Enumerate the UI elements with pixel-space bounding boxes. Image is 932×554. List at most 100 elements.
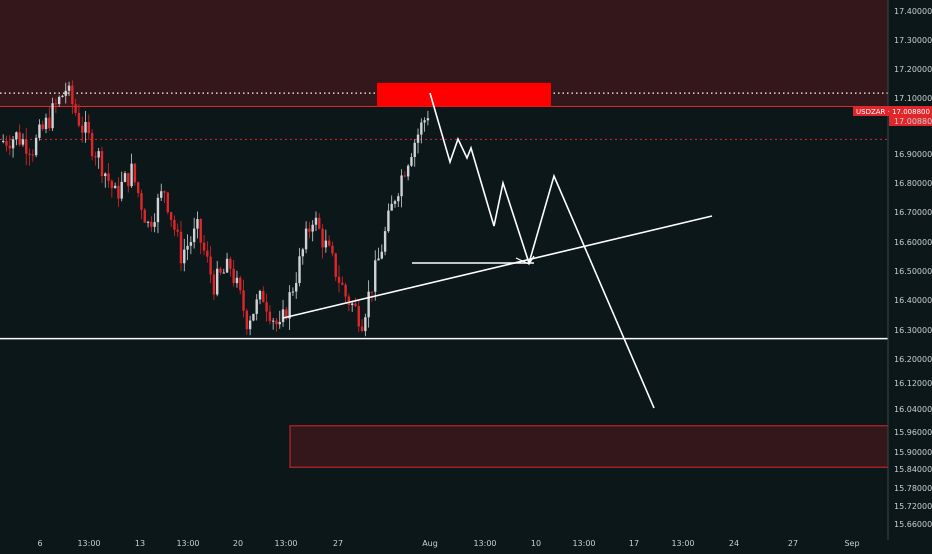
candle-body	[354, 303, 357, 307]
time-tick-label: 20	[233, 539, 243, 548]
candle-body	[166, 192, 170, 213]
candle-body	[397, 196, 400, 202]
candle-body	[143, 209, 146, 223]
candle-body	[255, 299, 258, 314]
time-tick-label: Sep	[844, 539, 859, 548]
candles-layer	[2, 80, 430, 337]
candle-body	[222, 272, 225, 274]
candle-body	[8, 145, 11, 149]
candle-body	[107, 173, 110, 181]
candle-body	[268, 311, 272, 322]
candle-body	[291, 291, 295, 293]
candle-body	[298, 256, 301, 284]
candle-body	[327, 240, 331, 246]
candle-body	[153, 222, 156, 227]
candle-body	[31, 154, 35, 156]
candle-body	[5, 140, 8, 146]
time-tick-label: 13:00	[176, 539, 199, 548]
candle-body	[113, 185, 117, 189]
price-tick-label: 16.040000	[894, 405, 932, 414]
candle-body	[271, 320, 275, 322]
candle-body	[169, 212, 173, 220]
candle-body	[304, 228, 308, 250]
candle-body	[2, 140, 5, 142]
candle-body	[21, 139, 25, 145]
candle-body	[15, 132, 18, 140]
time-tick-label: 27	[333, 539, 343, 548]
candle-body	[117, 185, 120, 199]
candle-body	[258, 290, 262, 300]
candle-body	[140, 193, 143, 210]
candle-body	[28, 153, 31, 155]
price-tick-label: 16.300000	[894, 326, 932, 335]
candle-body	[370, 291, 374, 293]
supply-box	[377, 82, 551, 107]
price-tick-label: 16.700000	[894, 208, 932, 217]
time-tick-label: Aug	[422, 539, 438, 548]
candle-body	[295, 283, 298, 292]
candle-body	[252, 313, 255, 321]
candle-body	[423, 120, 426, 123]
price-tick-label: 16.400000	[894, 296, 932, 305]
candle-body	[229, 258, 232, 269]
price-tick-label: 16.120000	[894, 379, 932, 388]
candle-body	[308, 228, 311, 232]
price-tick-label: 15.720000	[894, 502, 932, 511]
candle-body	[262, 290, 265, 303]
price-tick-label: 17.400000	[894, 7, 932, 16]
time-tick-label: 24	[729, 539, 739, 548]
candle-body	[393, 201, 397, 204]
candle-body	[245, 310, 249, 330]
candle-body	[209, 256, 212, 275]
time-tick-label: 13	[135, 539, 145, 548]
candle-body	[331, 245, 334, 254]
price-tick-label: 15.840000	[894, 465, 932, 474]
candle-body	[212, 274, 216, 295]
price-tick-label: 15.960000	[894, 428, 932, 437]
candle-body	[77, 112, 81, 126]
candle-body	[403, 175, 407, 177]
candle-body	[176, 229, 179, 232]
candle-body	[278, 322, 281, 325]
candle-body	[324, 240, 328, 248]
candle-body	[406, 165, 410, 177]
price-tick-label: 16.200000	[894, 355, 932, 364]
price-tick-label: 16.800000	[894, 179, 932, 188]
candle-body	[347, 296, 351, 305]
price-tick-label: 15.780000	[894, 484, 932, 493]
candle-body	[199, 219, 202, 243]
rising-trendline	[282, 215, 713, 319]
candle-body	[390, 203, 393, 211]
candle-body	[11, 139, 15, 149]
candle-body	[344, 284, 347, 297]
projected-price-path	[429, 92, 655, 409]
candle-body	[275, 320, 278, 325]
candle-body	[44, 117, 48, 129]
candle-body	[360, 326, 364, 332]
candle-body	[416, 134, 420, 143]
candle-body	[377, 258, 380, 261]
candle-body	[337, 276, 341, 283]
time-tick-label: 13:00	[572, 539, 595, 548]
time-tick-label: 13:00	[77, 539, 100, 548]
candle-body	[242, 290, 245, 311]
drawings-layer	[282, 92, 713, 409]
candle-body	[150, 221, 153, 227]
candle-body	[285, 309, 288, 319]
path-arrow-head	[515, 255, 535, 265]
candle-body	[400, 175, 403, 197]
candle-body	[420, 122, 423, 135]
candle-body	[318, 217, 321, 229]
candle-body	[387, 210, 390, 232]
candle-body	[189, 242, 193, 246]
candle-body	[51, 103, 54, 129]
candle-body	[248, 320, 252, 330]
symbol-price-tag	[853, 106, 932, 116]
candle-body	[183, 249, 186, 264]
candle-body	[383, 231, 387, 252]
candle-body	[235, 277, 239, 284]
candle-body	[350, 303, 354, 305]
